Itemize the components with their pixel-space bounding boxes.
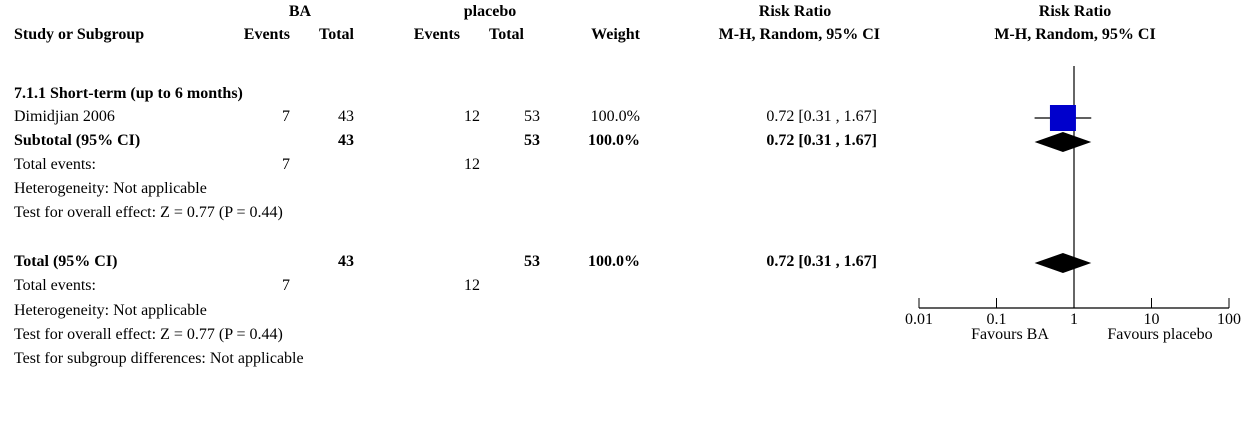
x-axis-tick-label: 10	[1144, 311, 1160, 328]
study-rr: 0.72 [0.31 , 1.67]	[766, 108, 877, 125]
study-weight: 100.0%	[590, 108, 640, 125]
subtotal-weight: 100.0%	[588, 132, 640, 149]
study-total1: 43	[338, 108, 354, 125]
subtotal-total2: 53	[524, 132, 540, 149]
rr-group-header: Risk Ratio	[758, 3, 832, 20]
subtotal-diamond	[1034, 132, 1092, 152]
rr-method-header: M-H, Random, 95% CI	[718, 26, 880, 43]
favours-left-label: Favours BA	[971, 326, 1049, 343]
subtotal-rr: 0.72 [0.31 , 1.67]	[766, 132, 877, 149]
total-rr: 0.72 [0.31 , 1.67]	[766, 253, 877, 270]
study-point-marker	[1049, 105, 1076, 131]
events2-column-header: Events	[413, 26, 460, 43]
subgroup-overall-effect: Test for overall effect: Z = 0.77 (P = 0…	[14, 204, 283, 221]
plot-group-header: Risk Ratio	[1038, 3, 1112, 20]
x-axis-tick-label: 0.01	[905, 311, 933, 328]
events1-column-header: Events	[243, 26, 290, 43]
x-axis-tick-label: 0.1	[987, 311, 1007, 328]
subgroup-events1: 7	[282, 156, 290, 173]
subgroup-events-label: Total events:	[14, 156, 96, 173]
total-total2: 53	[524, 253, 540, 270]
total-events1: 7	[282, 277, 290, 294]
group1-header: BA	[288, 3, 312, 20]
total-events2: 12	[464, 277, 480, 294]
total-weight: 100.0%	[588, 253, 640, 270]
total-heterogeneity: Heterogeneity: Not applicable	[14, 302, 207, 319]
favours-right-label: Favours placebo	[1107, 326, 1213, 343]
subtotal-total1: 43	[338, 132, 354, 149]
study-name: Dimidjian 2006	[14, 108, 115, 125]
study-events2: 12	[464, 108, 480, 125]
subgroup-heterogeneity: Heterogeneity: Not applicable	[14, 180, 207, 197]
subtotal-label: Subtotal (95% CI)	[14, 132, 141, 149]
study-total2: 53	[524, 108, 540, 125]
total-label: Total (95% CI)	[14, 253, 118, 270]
plot-method-header: M-H, Random, 95% CI	[994, 26, 1156, 43]
study-column-header: Study or Subgroup	[14, 26, 145, 43]
weight-column-header: Weight	[591, 26, 640, 43]
total2-column-header: Total	[489, 26, 524, 43]
total1-column-header: Total	[319, 26, 354, 43]
total-total1: 43	[338, 253, 354, 270]
subgroup-events2: 12	[464, 156, 480, 173]
total-overall-effect: Test for overall effect: Z = 0.77 (P = 0…	[14, 326, 283, 343]
study-events1: 7	[282, 108, 290, 125]
total-events-label: Total events:	[14, 277, 96, 294]
total-diamond	[1034, 253, 1092, 273]
subgroup-differences: Test for subgroup differences: Not appli…	[14, 350, 304, 367]
x-axis-tick-label: 100	[1217, 311, 1241, 328]
subgroup-title: 7.1.1 Short-term (up to 6 months)	[14, 85, 243, 102]
group2-header: placebo	[463, 3, 517, 20]
x-axis-tick-label: 1	[1070, 311, 1078, 328]
